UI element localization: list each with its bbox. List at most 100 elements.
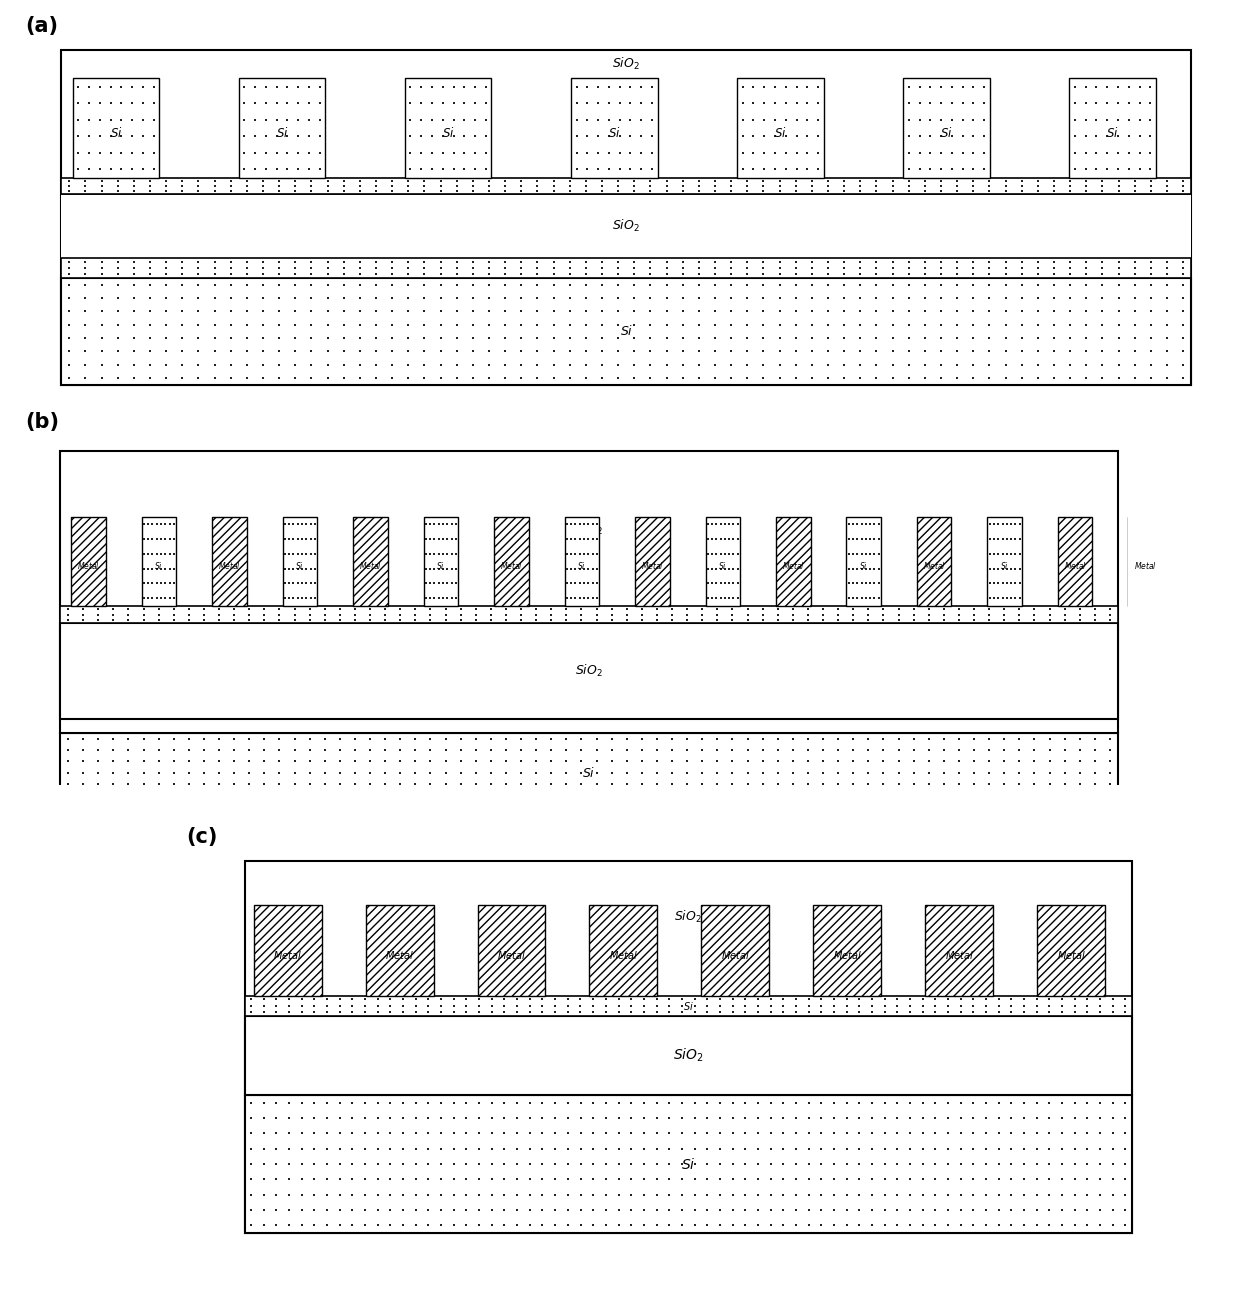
- Point: [1006, 529, 1025, 550]
- Point: [1012, 341, 1032, 362]
- Point: [557, 796, 577, 817]
- Point: [818, 252, 838, 272]
- Point: [398, 180, 418, 201]
- Point: [345, 739, 365, 760]
- Point: [479, 275, 498, 296]
- Point: [334, 367, 353, 388]
- Point: [108, 301, 128, 322]
- Point: [241, 1215, 260, 1236]
- Point: [867, 258, 887, 279]
- Point: [188, 252, 208, 272]
- Point: [446, 265, 466, 285]
- Point: [786, 1184, 806, 1205]
- Point: [913, 1123, 932, 1144]
- Point: [60, 275, 79, 296]
- Point: [988, 573, 1008, 594]
- Point: [608, 180, 627, 201]
- Point: [285, 739, 305, 760]
- Point: [562, 558, 582, 578]
- Point: [405, 1139, 425, 1160]
- Point: [578, 529, 598, 550]
- Point: [673, 265, 693, 285]
- Point: [60, 328, 79, 349]
- Point: [963, 77, 983, 97]
- Point: [469, 1001, 489, 1022]
- Point: [811, 1153, 831, 1174]
- Point: [557, 529, 577, 550]
- Point: [708, 604, 728, 625]
- Point: [557, 598, 577, 619]
- Point: [60, 175, 79, 196]
- Point: [330, 1215, 350, 1236]
- Point: [103, 751, 123, 772]
- Point: [278, 93, 298, 114]
- Point: [1052, 1123, 1071, 1144]
- Point: [856, 573, 875, 594]
- Point: [1076, 288, 1096, 309]
- Point: [825, 1169, 844, 1189]
- Point: [949, 729, 968, 750]
- Point: [450, 773, 470, 794]
- Point: [1100, 604, 1120, 625]
- Point: [937, 1108, 957, 1128]
- Point: [239, 610, 259, 630]
- Point: [711, 1153, 730, 1174]
- Point: [317, 988, 337, 1009]
- Point: [641, 328, 661, 349]
- Point: [861, 573, 880, 594]
- Point: [446, 341, 466, 362]
- Point: [224, 604, 244, 625]
- Point: [711, 988, 730, 1009]
- Point: [123, 160, 143, 180]
- Point: [381, 995, 401, 1016]
- Point: [224, 763, 244, 783]
- Point: [735, 1108, 755, 1128]
- Point: [144, 93, 164, 114]
- Point: [1014, 1108, 1034, 1128]
- Point: [587, 598, 606, 619]
- Point: [444, 126, 464, 147]
- Point: [438, 558, 458, 578]
- Point: [419, 1001, 439, 1022]
- Point: [330, 598, 350, 619]
- Point: [1028, 354, 1048, 375]
- Point: [1039, 988, 1059, 1009]
- Point: [405, 796, 425, 817]
- Point: [843, 773, 863, 794]
- Bar: [737, 78, 823, 178]
- Point: [799, 1108, 818, 1128]
- Point: [134, 573, 154, 594]
- Bar: [71, 516, 105, 606]
- Point: [867, 301, 887, 322]
- Text: $Si$: $Si$: [155, 560, 164, 571]
- Point: [469, 1139, 489, 1160]
- Point: [1090, 1139, 1110, 1160]
- Point: [146, 514, 166, 534]
- Point: [134, 598, 154, 619]
- Point: [689, 258, 709, 279]
- Point: [591, 252, 611, 272]
- Point: [124, 258, 144, 279]
- Point: [569, 543, 589, 564]
- Point: [520, 988, 539, 1009]
- Point: [951, 1001, 971, 1022]
- Point: [285, 796, 305, 817]
- Point: [760, 1001, 780, 1022]
- Point: [76, 170, 95, 191]
- Point: [279, 988, 299, 1009]
- Bar: [706, 516, 740, 606]
- Text: $Si$: $Si$: [681, 1157, 696, 1171]
- Point: [76, 252, 95, 272]
- Point: [342, 1092, 362, 1113]
- Point: [155, 529, 175, 550]
- Point: [511, 773, 531, 794]
- Point: [723, 1169, 743, 1189]
- Point: [420, 739, 440, 760]
- Point: [278, 160, 298, 180]
- Point: [210, 773, 229, 794]
- Point: [828, 739, 848, 760]
- Point: [305, 543, 325, 564]
- Point: [632, 598, 652, 619]
- Point: [124, 252, 144, 272]
- Point: [441, 543, 461, 564]
